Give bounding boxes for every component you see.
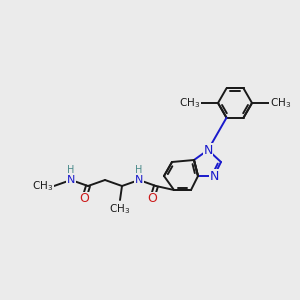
Text: O: O [79,193,89,206]
Text: H: H [67,165,75,175]
Text: N: N [209,169,219,182]
Text: N: N [203,143,213,157]
Text: CH$_3$: CH$_3$ [32,179,53,193]
Text: CH$_3$: CH$_3$ [110,202,130,216]
Text: O: O [147,193,157,206]
Text: CH$_3$: CH$_3$ [179,96,200,110]
Text: H: H [135,165,143,175]
Text: N: N [67,175,75,185]
Text: N: N [135,175,143,185]
Text: CH$_3$: CH$_3$ [270,96,291,110]
